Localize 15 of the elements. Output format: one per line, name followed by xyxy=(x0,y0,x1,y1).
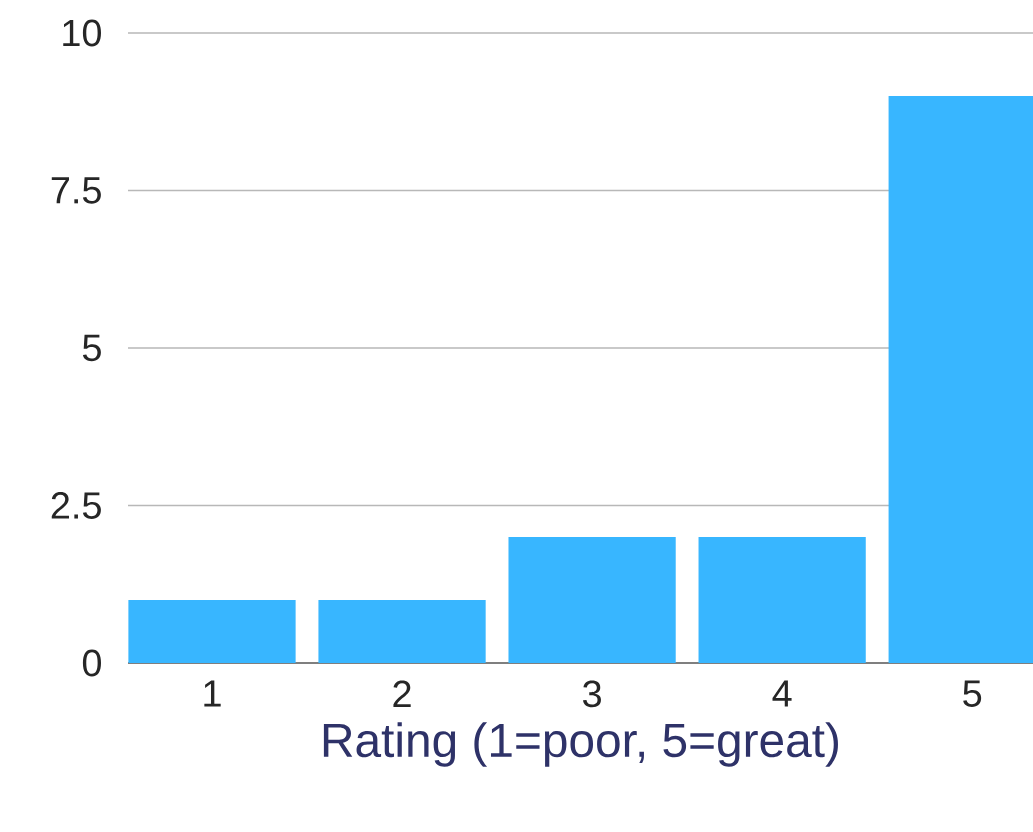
y-tick-label: 10 xyxy=(63,19,101,47)
bar xyxy=(698,537,866,663)
x-tick-label: 1 xyxy=(204,680,221,707)
y-tick-label: 7.5 xyxy=(51,177,101,204)
y-tick-label: 5 xyxy=(82,334,101,362)
y-tick-label: 0 xyxy=(82,649,101,677)
y-tick-label: 2.5 xyxy=(51,492,101,519)
x-tick-label: 2 xyxy=(393,680,411,707)
x-tick-label: 3 xyxy=(583,680,601,708)
bar xyxy=(128,600,296,663)
x-tick-label: 5 xyxy=(963,680,982,707)
bar xyxy=(508,537,676,663)
bar xyxy=(318,600,486,663)
x-tick-label: 4 xyxy=(772,680,792,707)
x-axis-title: Rating (1=poor, 5=great) xyxy=(323,722,838,767)
